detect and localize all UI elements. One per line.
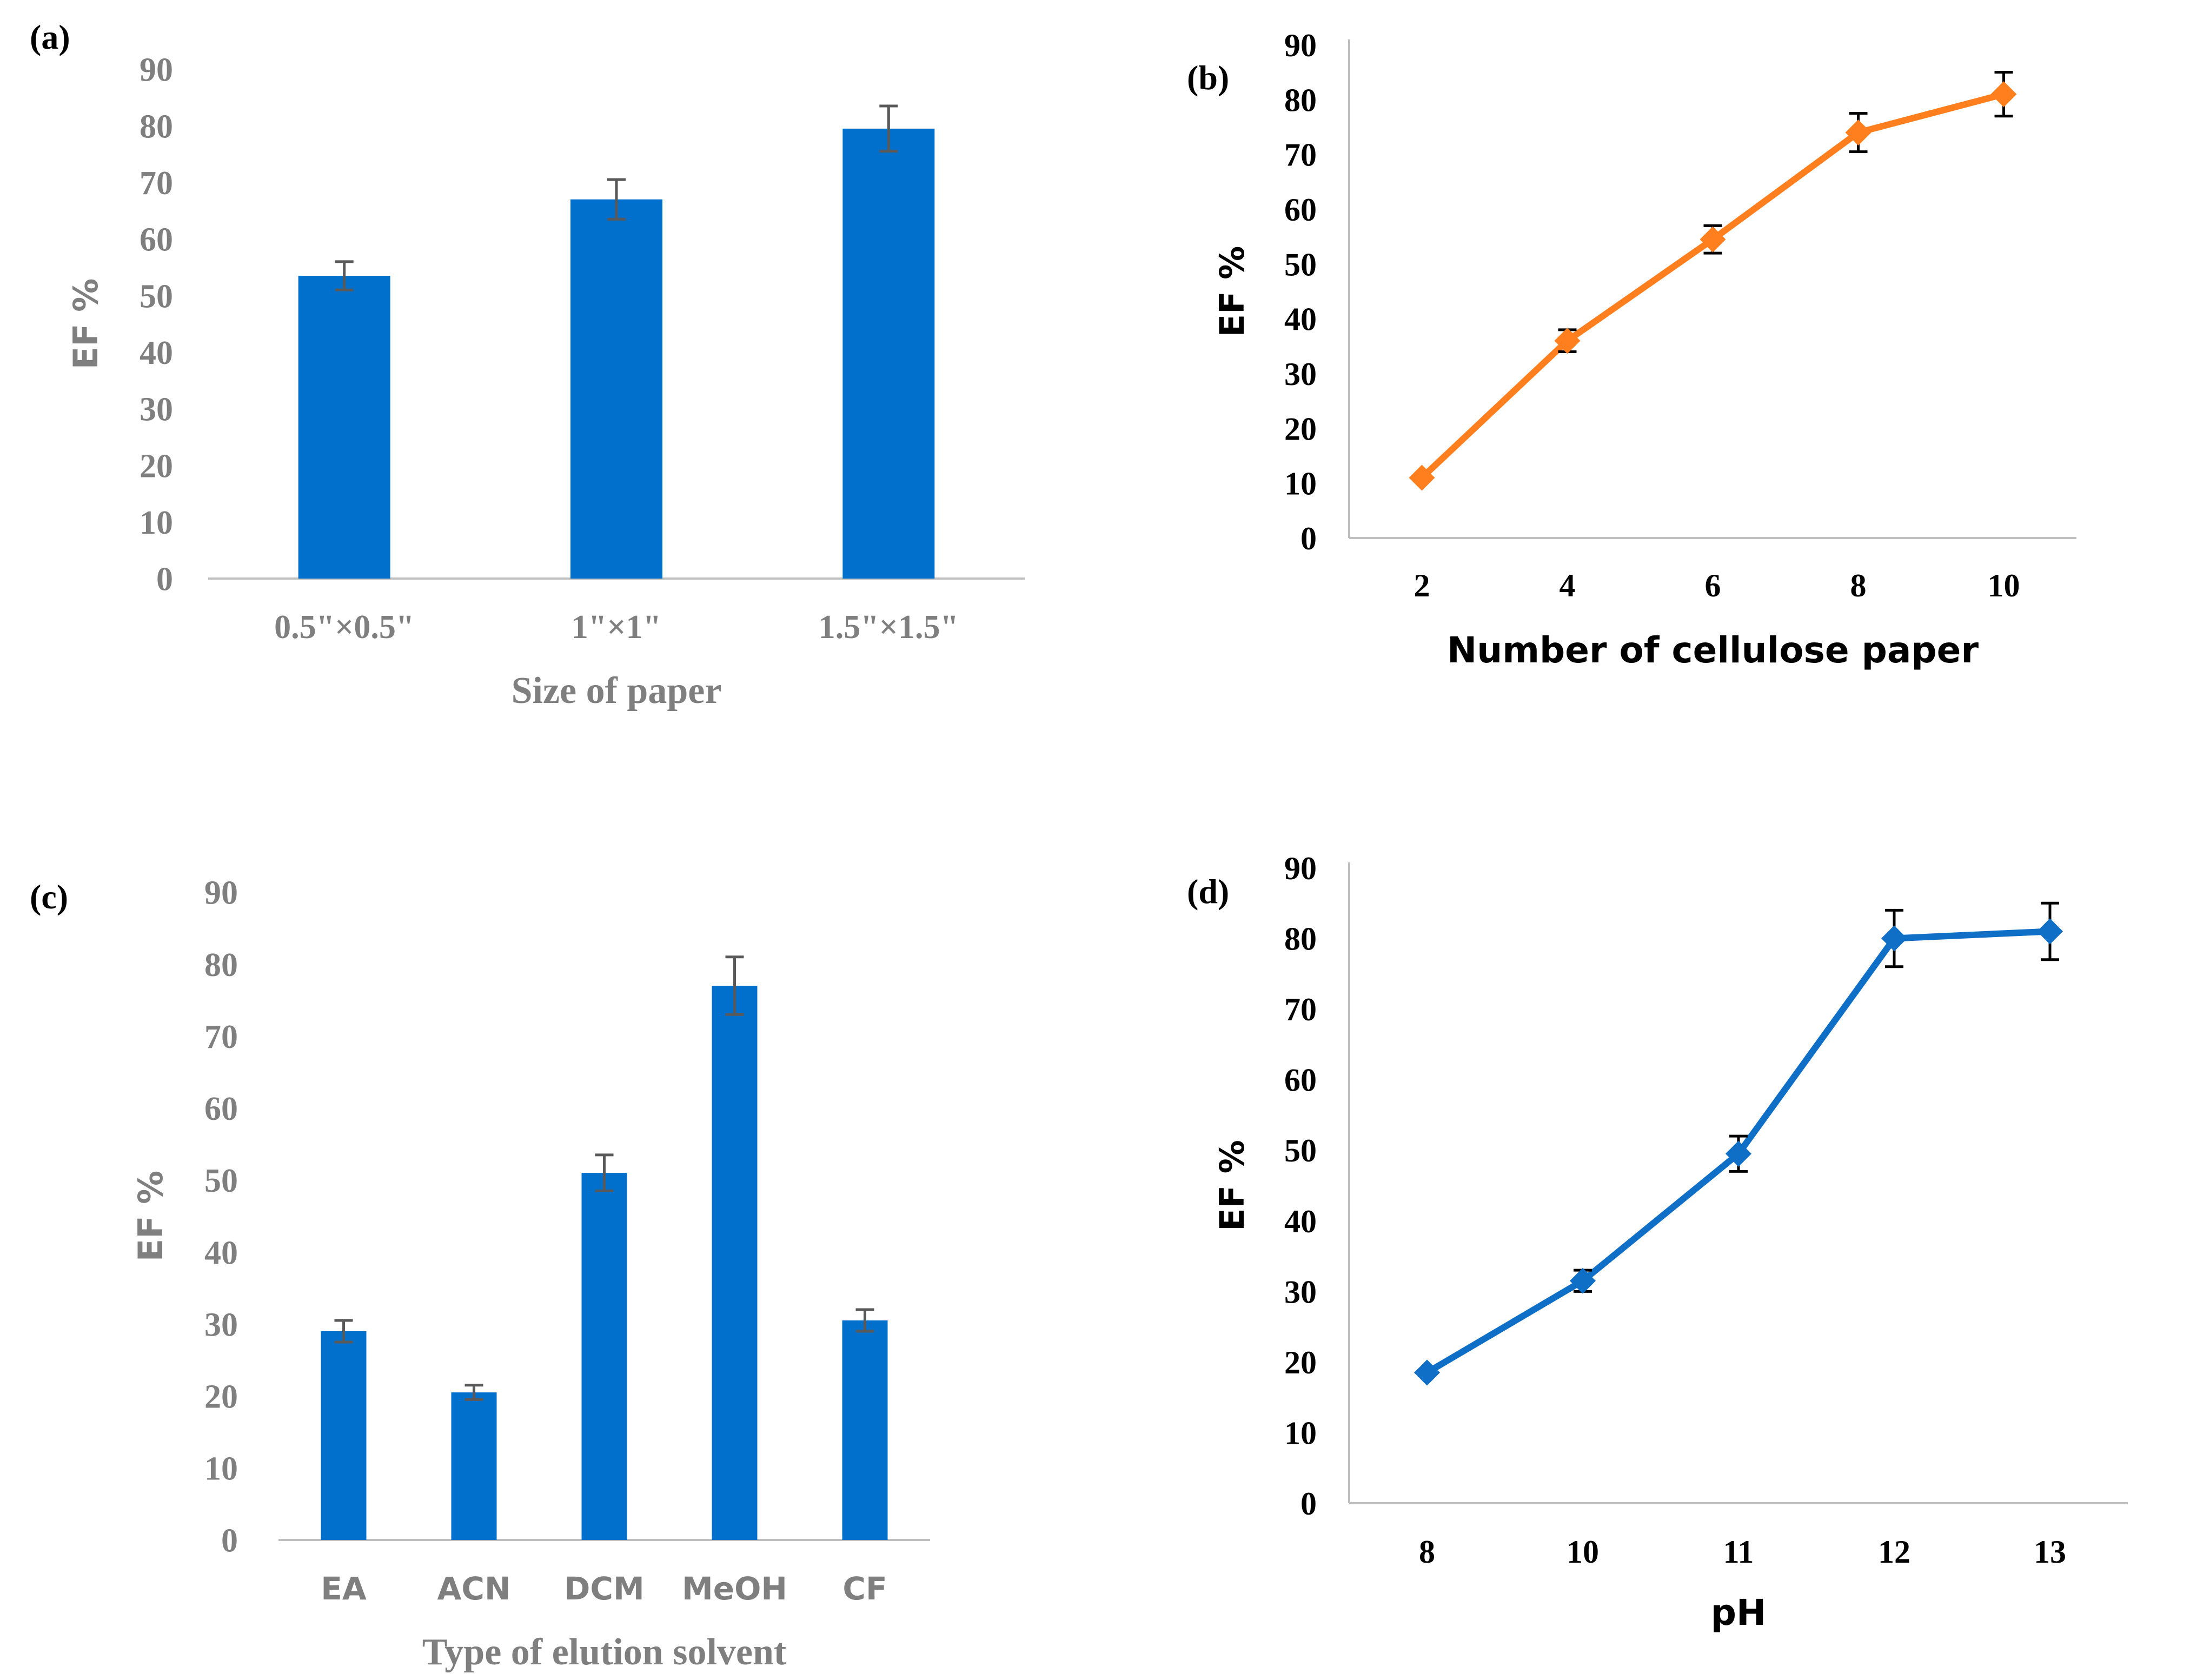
y-tick-label: 60 <box>140 222 173 258</box>
y-tick-label: 10 <box>140 504 173 541</box>
bar <box>581 1173 627 1540</box>
x-axis-title: Type of elution solvent <box>422 1631 786 1673</box>
chart-panel-b: (b) 0 10 20 30 40 50 60 70 80 90 EF % 2 4 6 8 10 Number o… <box>1187 28 2076 671</box>
bar <box>712 986 758 1540</box>
y-tick-label: 80 <box>140 108 173 145</box>
x-axis-title: Number of cellulose paper <box>1447 629 1979 671</box>
y-tick-label: 80 <box>204 947 238 984</box>
y-tick-label: 10 <box>1284 466 1317 502</box>
y-tick-label: 70 <box>140 165 173 202</box>
y-tick-label: 20 <box>1284 411 1317 447</box>
y-tick-label: 40 <box>140 335 173 371</box>
x-tick-label: 1.5"×1.5" <box>819 609 959 646</box>
panel-label: (a) <box>30 18 70 56</box>
y-axis-title: EF % <box>1212 246 1252 337</box>
y-tick-label: 30 <box>140 391 173 428</box>
bar <box>321 1331 367 1540</box>
panel-label: (c) <box>30 878 68 916</box>
data-point-marker <box>1700 226 1726 253</box>
data-point-marker <box>1570 1267 1596 1294</box>
x-tick-label: 8 <box>1419 1534 1435 1570</box>
y-tick-label: 30 <box>204 1306 238 1343</box>
y-tick-label: 20 <box>1284 1345 1317 1380</box>
x-tick-label: 11 <box>1723 1534 1754 1570</box>
bar <box>451 1392 497 1540</box>
y-tick-label: 80 <box>1284 921 1317 957</box>
y-tick-label: 70 <box>204 1019 238 1055</box>
x-tick-label: MeOH <box>682 1570 787 1607</box>
y-tick-label: 50 <box>1284 247 1317 282</box>
x-axis-title: pH <box>1711 1592 1766 1633</box>
data-point-marker <box>1554 328 1581 354</box>
y-tick-label: 50 <box>140 278 173 315</box>
x-tick-label: 0.5"×0.5" <box>274 609 414 646</box>
data-point-marker <box>2037 918 2063 945</box>
x-tick-label: 4 <box>1559 568 1576 603</box>
x-tick-label: 1"×1" <box>572 609 661 646</box>
x-tick-label: 12 <box>1878 1534 1910 1570</box>
y-tick-label: 40 <box>1284 1204 1317 1239</box>
data-point-marker <box>1990 81 2017 108</box>
x-tick-label: 10 <box>1988 568 2020 603</box>
x-tick-label: 2 <box>1414 568 1430 603</box>
y-tick-label: 20 <box>204 1378 238 1415</box>
y-axis-title: EF % <box>66 278 105 369</box>
y-tick-label: 90 <box>1284 28 1317 63</box>
data-point-marker <box>1409 464 1435 491</box>
x-tick-label: CF <box>842 1570 887 1607</box>
y-tick-label: 60 <box>1284 1063 1317 1098</box>
y-tick-label: 0 <box>1300 1486 1317 1522</box>
x-tick-label: 10 <box>1567 1534 1599 1570</box>
y-tick-label: 0 <box>221 1523 238 1559</box>
bar <box>570 199 662 579</box>
y-tick-label: 10 <box>204 1451 238 1488</box>
bar <box>842 128 935 579</box>
y-tick-label: 60 <box>204 1091 238 1127</box>
y-tick-label: 90 <box>1284 851 1317 886</box>
y-tick-label: 90 <box>204 875 238 912</box>
y-axis-title: EF % <box>1212 1140 1252 1231</box>
x-tick-label: 8 <box>1850 568 1867 603</box>
y-tick-label: 50 <box>204 1163 238 1199</box>
y-tick-label: 70 <box>1284 137 1317 173</box>
y-tick-label: 80 <box>1284 82 1317 118</box>
y-tick-label: 50 <box>1284 1133 1317 1168</box>
data-point-marker <box>1845 119 1872 146</box>
x-tick-label: DCM <box>564 1570 644 1607</box>
chart-panel-d: (d) 0 10 20 30 40 50 60 70 80 90 EF % 8 10 11 12 13 pH <box>1187 851 2128 1633</box>
y-tick-label: 0 <box>156 561 173 598</box>
bar <box>298 276 390 579</box>
panel-label: (d) <box>1187 872 1229 911</box>
y-tick-label: 30 <box>1284 356 1317 392</box>
y-axis-title: EF % <box>131 1171 170 1261</box>
x-tick-label: 6 <box>1705 568 1721 603</box>
y-tick-label: 0 <box>1300 521 1317 556</box>
chart-panel-c: (c) 0 10 20 30 40 50 60 70 80 90 EF % EA ACN DCM MeOH CF… <box>30 875 930 1673</box>
data-point-marker <box>1881 925 1907 952</box>
x-axis-title: Size of paper <box>512 670 722 712</box>
y-tick-label: 90 <box>140 52 173 89</box>
y-tick-label: 40 <box>1284 302 1317 337</box>
chart-panel-a: (a) 0 10 20 30 40 50 60 70 80 90 EF % 0.5"×0.5" 1"×1"… <box>30 18 1025 712</box>
bar <box>842 1320 888 1540</box>
y-tick-label: 40 <box>204 1234 238 1271</box>
y-tick-label: 70 <box>1284 992 1317 1027</box>
y-tick-label: 60 <box>1284 192 1317 228</box>
y-tick-label: 30 <box>1284 1274 1317 1310</box>
panel-label: (b) <box>1187 58 1229 97</box>
x-tick-label: 13 <box>2034 1534 2066 1570</box>
y-tick-label: 10 <box>1284 1415 1317 1451</box>
x-tick-label: ACN <box>437 1570 511 1607</box>
y-tick-label: 20 <box>140 448 173 484</box>
data-point-marker <box>1726 1140 1751 1167</box>
data-point-marker <box>1414 1359 1440 1386</box>
x-tick-label: EA <box>321 1570 367 1607</box>
